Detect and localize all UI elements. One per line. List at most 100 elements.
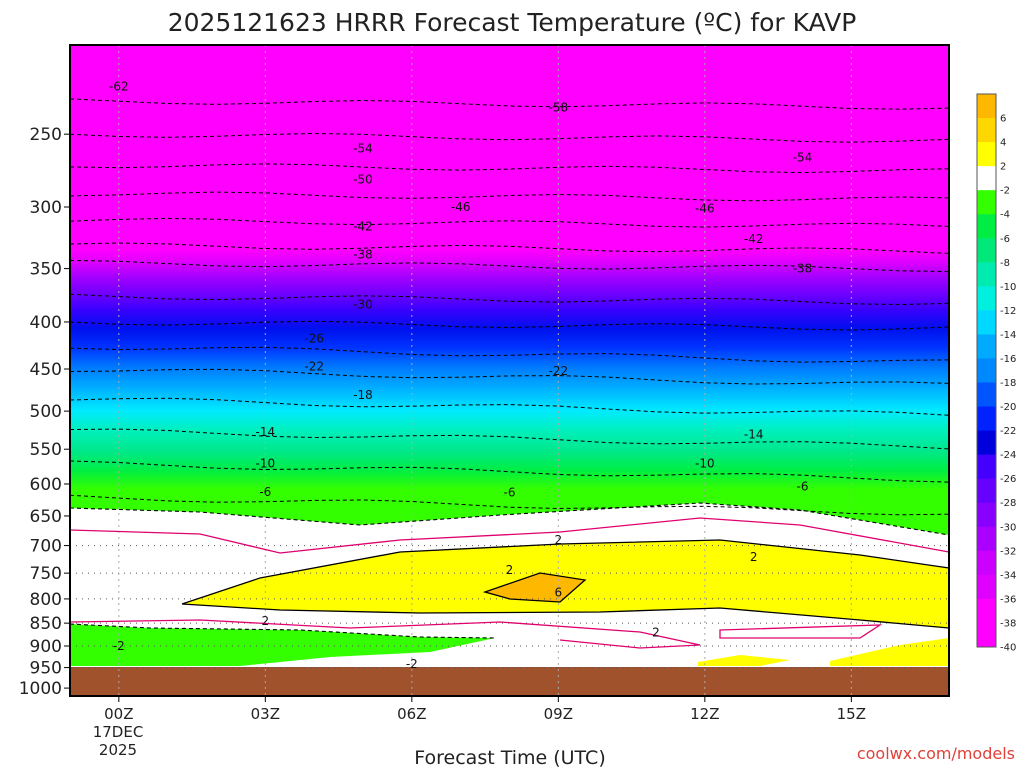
contour-label-0: -62 [109, 80, 129, 94]
contour-label-12: -26 [304, 332, 324, 346]
colorbar-label-11: -18 [1000, 378, 1016, 389]
y-tick-label-850: 850 [30, 614, 62, 634]
contour-label-19: -10 [695, 456, 715, 470]
colorbar-label-6: -8 [1000, 258, 1010, 269]
y-tick-label-700: 700 [30, 537, 62, 557]
y-tick-label-250: 250 [30, 125, 62, 145]
colorbar-swatch-13 [977, 406, 996, 432]
ground-surface [70, 667, 949, 696]
contour-label-27: 2 [262, 614, 270, 628]
contour-lines [69, 98, 950, 649]
contour-label-10: -38 [793, 262, 813, 276]
contour-label-13: -22 [304, 359, 324, 373]
colorbar-swatch-3 [977, 166, 996, 191]
colorbar-swatch-14 [977, 430, 996, 456]
colorbar-label-18: -32 [1000, 546, 1016, 557]
grid-lines [70, 45, 949, 696]
x-tick-label-5: 15Z [837, 705, 866, 723]
colorbar-swatch-5 [977, 214, 996, 239]
colorbar-swatch-10 [977, 334, 996, 359]
contour-label-1: -58 [549, 101, 569, 115]
y-tick-label-550: 550 [30, 440, 62, 460]
contour-six-line [482, 572, 587, 603]
colorbar-label-21: -38 [1000, 618, 1016, 629]
contour-label-29: -2 [113, 639, 125, 653]
y-tick-label-600: 600 [30, 475, 62, 495]
colorbar-swatch-15 [977, 454, 996, 480]
x-tick-label-1: 03Z [251, 705, 280, 723]
x-tick-label-3: 09Z [544, 705, 573, 723]
plot-area [70, 45, 949, 696]
x-axis-ticks: 00Z 03Z 06Z 09Z 12Z 15Z [104, 696, 866, 723]
colorbar-label-10: -16 [1000, 354, 1016, 365]
colorbar-label-15: -26 [1000, 474, 1016, 485]
contour-label-11: -30 [353, 298, 373, 312]
colorbar-swatch-20 [977, 574, 996, 600]
colorbar-label-9: -14 [1000, 330, 1016, 341]
contour-label-30: -2 [406, 657, 418, 671]
cold-pool-region [70, 624, 495, 666]
x-axis-label: Forecast Time (UTC) [414, 747, 605, 768]
colorbar-label-19: -34 [1000, 570, 1016, 581]
y-tick-label-300: 300 [30, 198, 62, 218]
colorbar-label-22: -40 [1000, 643, 1016, 654]
y-tick-label-450: 450 [30, 360, 62, 380]
contour-label-18: -10 [256, 456, 276, 470]
contour-label-3: -54 [793, 150, 813, 164]
warmest-pocket [485, 573, 585, 602]
contour-label-4: -50 [353, 172, 373, 186]
colorbar-label-4: -4 [1000, 210, 1010, 221]
colorbar-swatch-4 [977, 190, 996, 215]
y-tick-label-1000: 1000 [19, 679, 62, 699]
credit-text: coolwx.com/models [857, 744, 1015, 763]
contour-label-6: -46 [695, 201, 715, 215]
contour-label-26: 6 [555, 585, 563, 599]
colorbar-swatch-22 [977, 622, 996, 648]
y-tick-label-500: 500 [30, 402, 62, 422]
y-tick-label-900: 900 [30, 637, 62, 657]
contour-zero-line-lower [69, 619, 883, 649]
colorbar-swatch-18 [977, 526, 996, 552]
colorbar: 6 4 2 -2 -4 -6 -8 -10 -12 -14 -16 -18 -20 -22 -24 -26 -2… [976, 93, 1016, 654]
colorbar-swatch-17 [977, 502, 996, 528]
colorbar-label-5: -6 [1000, 234, 1010, 245]
colorbar-label-0: 6 [1000, 114, 1006, 125]
contour-label-5: -46 [451, 200, 471, 214]
contour-label-9: -38 [353, 248, 373, 262]
y-axis-ticks: 250 300 350 400 450 500 550 600 650 700 750 800 850 9… [19, 125, 70, 699]
colorbar-label-20: -36 [1000, 594, 1016, 605]
contour-label-2: -54 [353, 141, 373, 155]
contour-label-23: 2 [555, 533, 563, 547]
colorbar-swatch-12 [977, 382, 996, 408]
contour-labels: -62-58-54-54-50-46 -46-42-42-38-38-30-26-… [109, 80, 812, 672]
colorbar-label-17: -30 [1000, 522, 1016, 533]
date-label-year: 2025 [99, 741, 137, 759]
colorbar-label-3: -2 [1000, 186, 1010, 197]
colorbar-label-12: -20 [1000, 402, 1016, 413]
contour-label-14: -22 [549, 364, 569, 378]
colorbar-frame [976, 93, 997, 648]
y-tick-label-800: 800 [30, 590, 62, 610]
contour-label-17: -14 [744, 427, 764, 441]
colorbar-swatch-21 [977, 598, 996, 624]
colorbar-swatch-0 [977, 94, 996, 119]
colorbar-swatch-16 [977, 478, 996, 504]
y-tick-label-650: 650 [30, 507, 62, 527]
contour-two-line [181, 539, 950, 629]
y-tick-label-950: 950 [30, 659, 62, 679]
chart-title: 2025121623 HRRR Forecast Temperature (ºC… [168, 8, 857, 37]
x-tick-label-4: 12Z [690, 705, 719, 723]
colorbar-swatch-2 [977, 142, 996, 167]
contour-label-25: 2 [750, 550, 758, 564]
warm-layer-region-lower [698, 638, 949, 666]
colorbar-swatch-1 [977, 118, 996, 143]
contour-label-16: -14 [256, 425, 276, 439]
plot-frame [69, 44, 950, 697]
contour-label-22: -6 [797, 480, 809, 494]
x-tick-label-2: 06Z [397, 705, 426, 723]
colorbar-swatch-6 [977, 238, 996, 263]
contour-label-24: 2 [506, 563, 514, 577]
colorbar-label-13: -22 [1000, 426, 1016, 437]
colorbar-swatch-7 [977, 262, 996, 287]
